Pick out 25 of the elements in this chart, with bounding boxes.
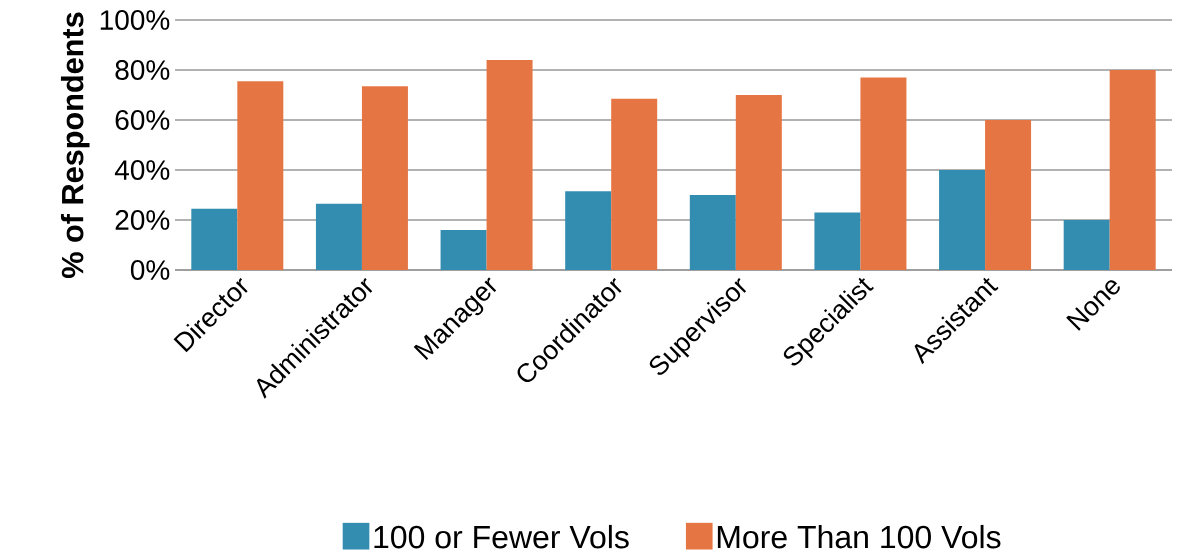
bar: [237, 81, 284, 270]
legend-label: 100 or Fewer Vols: [374, 524, 629, 549]
bar: [735, 95, 782, 270]
bar: [486, 60, 533, 270]
y-tick-label: 60%: [115, 110, 170, 130]
bar: [1109, 70, 1156, 270]
y-tick-label: 80%: [115, 60, 170, 80]
y-tick-label: 100%: [100, 10, 170, 30]
bar: [860, 77, 907, 270]
bar: [1063, 220, 1110, 270]
y-axis-title: % of Respondents: [60, 12, 90, 278]
y-tick-label: 20%: [115, 210, 170, 230]
bar: [565, 191, 612, 270]
bar: [985, 120, 1032, 270]
y-tick-label: 40%: [114, 160, 170, 180]
bar: [315, 203, 362, 270]
legend-label: More Than 100 Vols: [717, 524, 1001, 549]
bar: [191, 208, 238, 270]
bar: [440, 230, 487, 270]
bar: [689, 195, 736, 270]
bar: [361, 86, 408, 270]
bar: [611, 98, 658, 270]
y-tick-label: 0%: [130, 260, 170, 280]
bar: [939, 170, 986, 270]
bar: [814, 212, 861, 270]
